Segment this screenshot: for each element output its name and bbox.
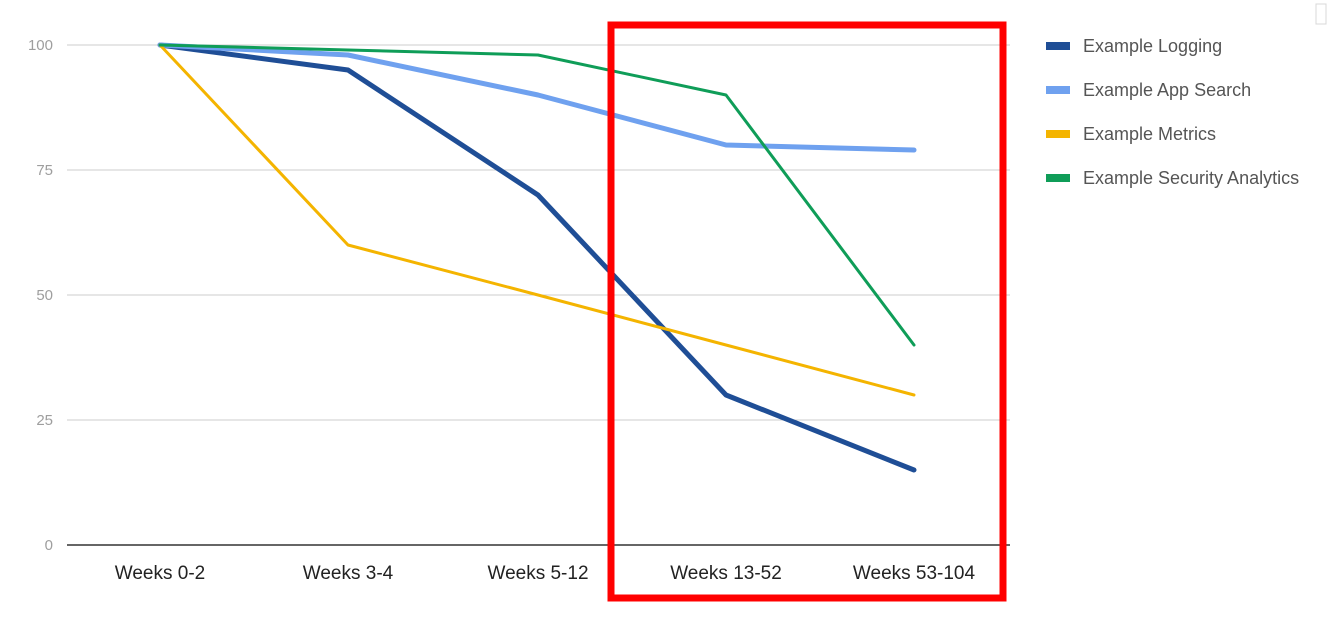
x-tick-label: Weeks 53-104 <box>853 563 976 584</box>
series-line-example-security-analytics <box>158 43 916 347</box>
legend-swatch <box>1046 42 1070 50</box>
legend-swatch <box>1046 174 1070 182</box>
legend: Example Logging Example App Search Example… <box>1046 36 1299 188</box>
legend-swatch <box>1046 130 1070 138</box>
y-tick-label: 0 <box>45 537 53 554</box>
highlight-box <box>607 21 1007 602</box>
y-tick-label: 75 <box>36 162 53 179</box>
corner-scroll-indicator <box>1315 3 1327 25</box>
series-line-example-logging <box>157 42 917 473</box>
x-tick-label: Weeks 3-4 <box>303 563 394 584</box>
y-tick-label: 100 <box>28 37 53 54</box>
x-tick-label: Weeks 0-2 <box>115 563 205 584</box>
y-tick-label: 50 <box>36 287 53 304</box>
series-line-example-app-search <box>157 42 917 153</box>
annotations <box>607 21 1007 602</box>
legend-swatch <box>1046 86 1070 94</box>
legend-label: Example App Search <box>1083 80 1251 100</box>
legend-label: Example Logging <box>1083 36 1222 56</box>
y-tick-label: 25 <box>36 412 53 429</box>
series-lines <box>157 42 917 473</box>
series-line-example-metrics <box>158 43 916 397</box>
x-tick-label: Weeks 13-52 <box>670 563 782 584</box>
y-axis-ticks: 0 25 50 75 100 <box>28 37 53 554</box>
x-axis-ticks: Weeks 0-2 Weeks 3-4 Weeks 5-12 Weeks 13-52 W… <box>115 563 976 584</box>
legend-label: Example Metrics <box>1083 124 1216 144</box>
x-tick-label: Weeks 5-12 <box>487 563 588 584</box>
legend-label: Example Security Analytics <box>1083 168 1299 188</box>
